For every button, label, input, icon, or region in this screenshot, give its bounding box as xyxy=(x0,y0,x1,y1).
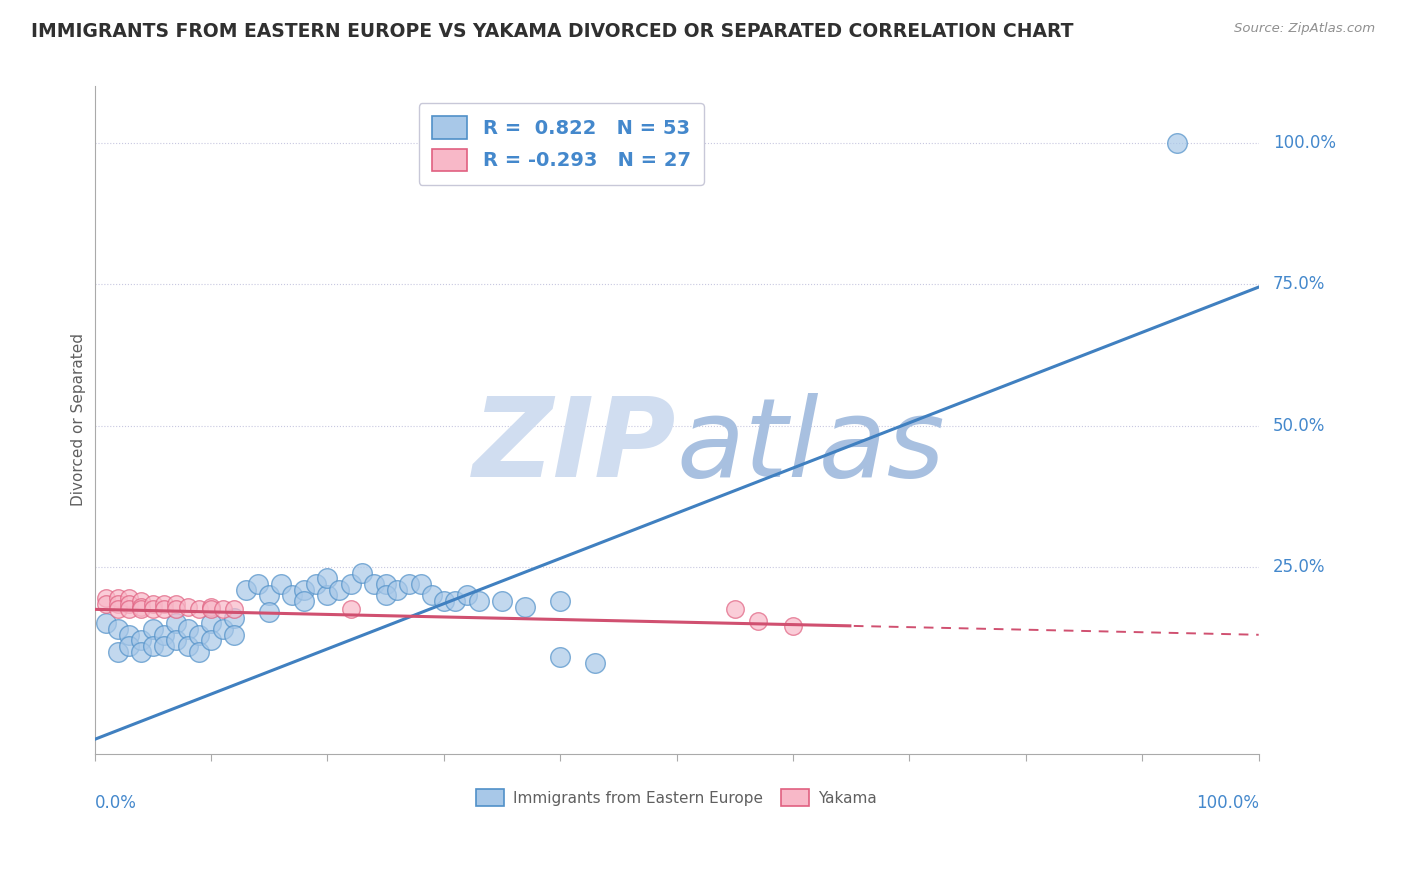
Point xyxy=(177,599,200,614)
Text: atlas: atlas xyxy=(676,393,945,500)
Point xyxy=(224,628,246,642)
Text: 50.0%: 50.0% xyxy=(1272,417,1324,434)
Point xyxy=(363,577,385,591)
Y-axis label: Divorced or Separated: Divorced or Separated xyxy=(72,334,86,507)
Point xyxy=(456,588,478,602)
Point xyxy=(200,616,222,631)
Text: 100.0%: 100.0% xyxy=(1195,794,1258,812)
Point xyxy=(177,622,200,636)
Point xyxy=(200,599,222,614)
Point xyxy=(165,597,187,611)
Point xyxy=(107,591,129,605)
Point xyxy=(129,645,152,659)
Point xyxy=(188,645,211,659)
Text: IMMIGRANTS FROM EASTERN EUROPE VS YAKAMA DIVORCED OR SEPARATED CORRELATION CHART: IMMIGRANTS FROM EASTERN EUROPE VS YAKAMA… xyxy=(31,22,1073,41)
Point xyxy=(129,633,152,648)
Point xyxy=(491,594,513,608)
Point xyxy=(118,639,141,653)
Point xyxy=(316,571,339,585)
Point xyxy=(107,645,129,659)
Point xyxy=(724,602,747,616)
Text: 75.0%: 75.0% xyxy=(1272,276,1324,293)
Point xyxy=(107,602,129,616)
Point xyxy=(96,597,118,611)
Point xyxy=(374,588,396,602)
Point xyxy=(142,602,165,616)
Point xyxy=(548,594,571,608)
Legend: Immigrants from Eastern Europe, Yakama: Immigrants from Eastern Europe, Yakama xyxy=(471,782,883,813)
Point xyxy=(339,577,361,591)
Point xyxy=(444,594,467,608)
Point xyxy=(235,582,257,597)
Point xyxy=(96,616,118,631)
Point xyxy=(107,622,129,636)
Point xyxy=(515,599,537,614)
Point xyxy=(292,594,315,608)
Point xyxy=(129,594,152,608)
Point xyxy=(782,619,804,633)
Point xyxy=(165,602,187,616)
Point xyxy=(305,577,328,591)
Point xyxy=(200,633,222,648)
Text: 0.0%: 0.0% xyxy=(94,794,136,812)
Point xyxy=(165,633,187,648)
Point xyxy=(142,622,165,636)
Point xyxy=(387,582,409,597)
Point xyxy=(257,605,280,619)
Point xyxy=(188,602,211,616)
Point xyxy=(548,650,571,665)
Text: Source: ZipAtlas.com: Source: ZipAtlas.com xyxy=(1234,22,1375,36)
Text: 25.0%: 25.0% xyxy=(1272,558,1324,576)
Point xyxy=(118,591,141,605)
Point xyxy=(374,577,396,591)
Point xyxy=(747,614,769,628)
Point xyxy=(328,582,350,597)
Text: ZIP: ZIP xyxy=(474,393,676,500)
Point xyxy=(177,639,200,653)
Point xyxy=(142,597,165,611)
Point xyxy=(339,602,361,616)
Point xyxy=(129,599,152,614)
Point xyxy=(270,577,292,591)
Point xyxy=(257,588,280,602)
Point xyxy=(211,622,233,636)
Point xyxy=(583,656,606,670)
Point xyxy=(420,588,443,602)
Point xyxy=(165,616,187,631)
Point xyxy=(118,628,141,642)
Point xyxy=(292,582,315,597)
Point xyxy=(246,577,269,591)
Point xyxy=(352,566,374,580)
Point xyxy=(118,602,141,616)
Point xyxy=(211,602,233,616)
Point xyxy=(224,602,246,616)
Point xyxy=(118,597,141,611)
Point xyxy=(153,628,176,642)
Point xyxy=(107,597,129,611)
Point xyxy=(96,591,118,605)
Point xyxy=(1166,136,1188,150)
Point xyxy=(433,594,456,608)
Point xyxy=(129,602,152,616)
Point xyxy=(188,628,211,642)
Point xyxy=(153,602,176,616)
Point xyxy=(281,588,304,602)
Point xyxy=(153,639,176,653)
Point xyxy=(409,577,432,591)
Point xyxy=(142,639,165,653)
Point xyxy=(200,602,222,616)
Text: 100.0%: 100.0% xyxy=(1272,134,1336,152)
Point xyxy=(316,588,339,602)
Point xyxy=(398,577,420,591)
Point xyxy=(224,611,246,625)
Point xyxy=(153,597,176,611)
Point xyxy=(467,594,489,608)
